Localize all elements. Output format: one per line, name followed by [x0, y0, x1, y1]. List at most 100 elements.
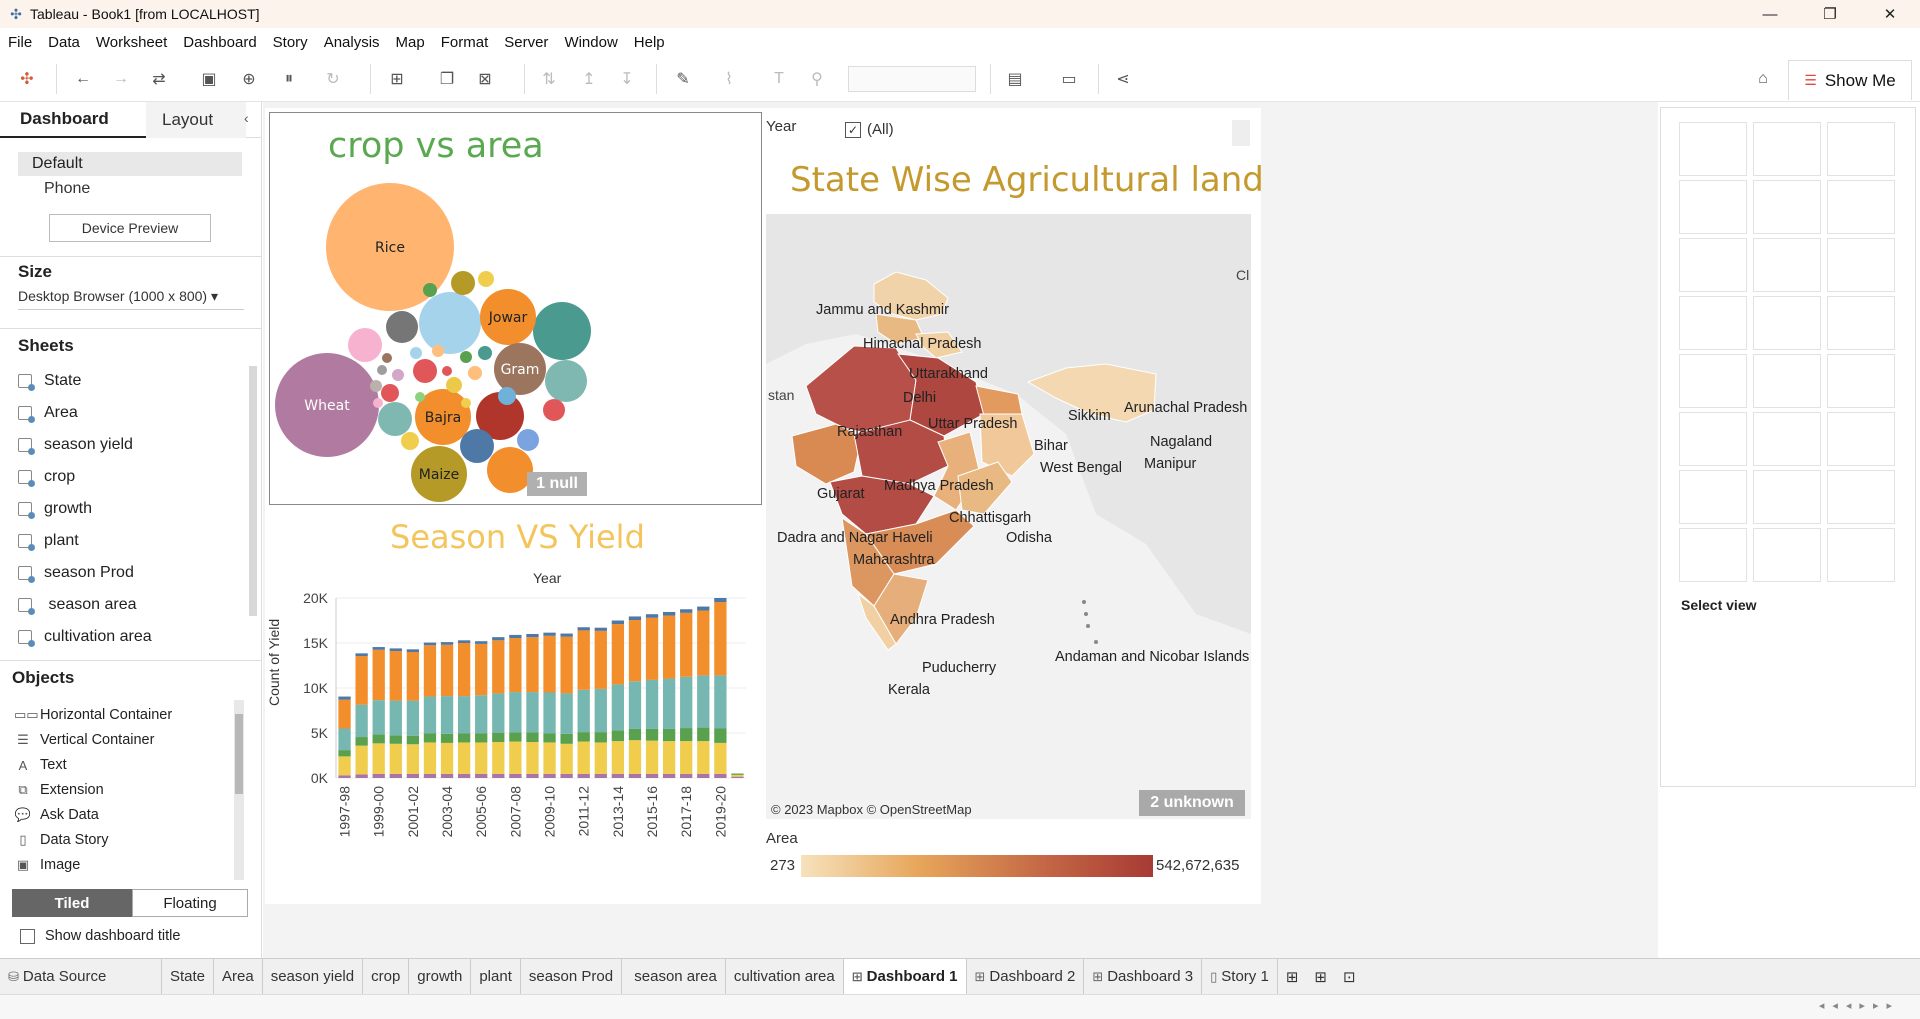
bar-segment[interactable]: [714, 728, 727, 743]
sheet-item-state[interactable]: State: [18, 368, 81, 394]
bar-segment[interactable]: [594, 627, 607, 631]
tab-season-prod[interactable]: season Prod: [521, 958, 623, 995]
tab-dashboard-3[interactable]: ⊞ Dashboard 3: [1084, 958, 1203, 995]
bar-segment[interactable]: [492, 773, 505, 778]
bar-segment[interactable]: [440, 642, 454, 645]
bar-segment[interactable]: [543, 733, 556, 743]
chart-type-dual-lines[interactable]: [1827, 354, 1895, 408]
tab-cultivation-area[interactable]: cultivation area: [726, 958, 844, 995]
swap-rows-columns-icon[interactable]: ⇅: [542, 71, 556, 88]
bar-segment[interactable]: [594, 688, 607, 733]
new-worksheet-tab-icon[interactable]: ⊞: [1285, 968, 1299, 986]
sheets-scrollbar[interactable]: [249, 366, 257, 616]
show-dashboard-title-checkbox[interactable]: Show dashboard title: [20, 928, 180, 944]
bar-segment[interactable]: [611, 624, 625, 685]
device-preview-button[interactable]: Device Preview: [49, 214, 211, 242]
bar-segment[interactable]: [389, 648, 402, 652]
bar-segment[interactable]: [697, 610, 710, 676]
bar-segment[interactable]: [526, 692, 539, 733]
bar-segment[interactable]: [577, 627, 590, 631]
new-worksheet-icon[interactable]: ⊞: [390, 71, 404, 88]
bar-segment[interactable]: [492, 693, 505, 733]
filter-scrollbar[interactable]: [1232, 120, 1250, 146]
chart-type-side-by-side-bars[interactable]: [1827, 238, 1895, 292]
bar-segment[interactable]: [475, 733, 488, 743]
restore-button[interactable]: ❐: [1823, 6, 1837, 23]
bar-segment[interactable]: [338, 750, 351, 757]
bar-segment[interactable]: [611, 741, 625, 774]
sheet-item-season-prod[interactable]: season Prod: [18, 560, 134, 586]
bar-segment[interactable]: [423, 642, 437, 646]
bar-segment[interactable]: [475, 695, 488, 734]
bar-segment[interactable]: [406, 735, 420, 745]
device-default[interactable]: Default: [18, 152, 242, 176]
bar-segment[interactable]: [389, 743, 402, 774]
clear-sheet-icon[interactable]: ⊠: [478, 71, 492, 88]
bar-segment[interactable]: [611, 684, 625, 731]
bar-segment[interactable]: [594, 630, 607, 689]
tab-growth[interactable]: growth: [409, 958, 472, 995]
bar-segment[interactable]: [509, 773, 522, 778]
bar-segment[interactable]: [492, 742, 505, 774]
bar-segment[interactable]: [611, 620, 625, 625]
map-credit[interactable]: © 2023 Mapbox © OpenStreetMap: [771, 802, 972, 817]
bar-segment[interactable]: [338, 775, 351, 778]
bar-segment[interactable]: [457, 696, 471, 734]
bar-segment[interactable]: [714, 742, 727, 774]
bar-segment[interactable]: [509, 741, 522, 774]
bar-segment[interactable]: [577, 741, 590, 774]
chart-type-pie[interactable]: [1827, 180, 1895, 234]
bar-segment[interactable]: [355, 737, 368, 746]
year-all-checkbox[interactable]: ✓: [845, 121, 861, 138]
bar-segment[interactable]: [372, 743, 385, 774]
chart-type-stacked-bars[interactable]: [1753, 238, 1821, 292]
bar-segment[interactable]: [560, 743, 573, 774]
bar-segment[interactable]: [372, 700, 385, 735]
chart-type-circle-views[interactable]: [1753, 296, 1821, 350]
bar-segment[interactable]: [628, 740, 642, 774]
tab-dashboard-2[interactable]: ⊞ Dashboard 2: [967, 958, 1085, 995]
bar-segment[interactable]: [457, 773, 471, 778]
bar-segment[interactable]: [714, 773, 727, 778]
bar-segment[interactable]: [355, 774, 368, 778]
object-ask-data[interactable]: 💬 Ask Data: [14, 804, 99, 826]
sheet-item-season-area[interactable]: season area: [18, 592, 137, 618]
bar-segment[interactable]: [560, 773, 573, 778]
map-canvas[interactable]: stan Cl: [766, 214, 1251, 819]
checkbox[interactable]: [20, 928, 35, 944]
tiled-toggle[interactable]: Tiled: [12, 889, 132, 917]
object-data-story[interactable]: ▯ Data Story: [14, 829, 108, 851]
highlight-icon[interactable]: ✎: [676, 71, 690, 88]
object-text[interactable]: A Text: [14, 754, 67, 776]
bar-segment[interactable]: [475, 641, 488, 644]
bar-segment[interactable]: [697, 741, 710, 774]
bar-segment[interactable]: [543, 773, 556, 778]
bar-segment[interactable]: [526, 773, 539, 778]
bar-segment[interactable]: [628, 620, 642, 682]
objects-scrollbar[interactable]: [234, 700, 244, 880]
bar-segment[interactable]: [628, 681, 642, 729]
fit-dropdown[interactable]: [848, 66, 976, 92]
chart-type-filled-map[interactable]: [1753, 180, 1821, 234]
sort-descending-icon[interactable]: ↧: [620, 71, 634, 88]
sheet-navigation-icon[interactable]: ◂◂◂▸▸▸: [1818, 1000, 1900, 1012]
tab-dashboard-1[interactable]: ⊞ Dashboard 1: [843, 958, 967, 995]
bar-segment[interactable]: [440, 733, 454, 743]
bar-segment[interactable]: [577, 732, 590, 742]
chart-type-area-discrete[interactable]: [1753, 412, 1821, 466]
bar-segment[interactable]: [714, 675, 727, 729]
bar-segment[interactable]: [645, 740, 659, 774]
presentation-mode-icon[interactable]: ▭: [1061, 71, 1077, 88]
menu-map[interactable]: Map: [395, 33, 425, 51]
bar-segment[interactable]: [475, 643, 488, 696]
bar-segment[interactable]: [731, 773, 744, 775]
bar-segment[interactable]: [543, 632, 556, 636]
bar-segment[interactable]: [697, 727, 710, 742]
chart-type-discrete-lines[interactable]: [1753, 354, 1821, 408]
show-mark-labels-icon[interactable]: T: [774, 70, 784, 87]
tableau-home-icon[interactable]: ✣: [20, 71, 34, 88]
chart-type-bullet[interactable]: [1753, 528, 1821, 582]
bar-segment[interactable]: [628, 728, 642, 741]
bar-segment[interactable]: [594, 732, 607, 743]
bar-segment[interactable]: [645, 728, 659, 741]
